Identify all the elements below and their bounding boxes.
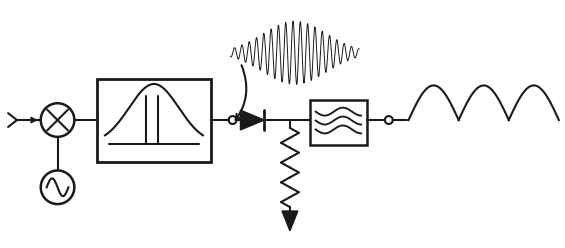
- Bar: [97, 79, 211, 162]
- Polygon shape: [282, 211, 298, 231]
- Polygon shape: [241, 110, 264, 130]
- Bar: [310, 100, 367, 145]
